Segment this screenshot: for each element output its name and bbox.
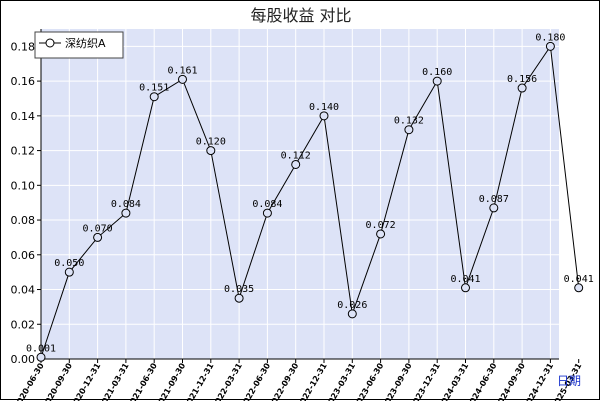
x-tick-label: 2020-12-31 [69, 361, 103, 401]
data-point-marker [36, 352, 46, 362]
data-label: 0.001 [26, 343, 56, 354]
y-tick-label: 0.08 [11, 214, 36, 227]
data-point-marker [574, 283, 584, 293]
chart-title: 每股收益 对比 [250, 6, 351, 25]
x-tick-label: 2022-06-30 [239, 361, 273, 401]
y-tick-label: 0.06 [11, 249, 36, 262]
x-tick-label: 2023-09-30 [380, 361, 414, 401]
data-point-marker [206, 146, 216, 156]
data-point-marker [376, 229, 386, 239]
x-tick-label: 2021-03-31 [97, 361, 131, 401]
x-tick-label: 2021-12-31 [182, 361, 216, 401]
data-label: 0.087 [479, 194, 509, 205]
x-tick-label: 2020-09-30 [41, 361, 75, 401]
x-tick-label: 2021-09-30 [154, 361, 188, 401]
data-point-marker [545, 41, 555, 51]
data-label: 0.160 [422, 67, 452, 78]
y-tick-label: 0.04 [11, 284, 36, 297]
data-label: 0.084 [252, 199, 282, 210]
data-label: 0.026 [337, 300, 367, 311]
data-point-marker [432, 76, 442, 86]
data-point-marker [234, 293, 244, 303]
data-label: 0.156 [507, 74, 537, 85]
x-axis-ticks: 2020-06-302020-09-302020-12-312021-03-31… [12, 359, 584, 401]
legend: 深纺织A [34, 31, 124, 59]
data-label: 0.140 [309, 102, 339, 113]
data-label: 0.035 [224, 284, 254, 295]
data-point-marker [178, 74, 187, 84]
series-line [40, 44, 580, 358]
x-tick-label: 2022-09-30 [267, 361, 301, 401]
data-labels: 0.001 0.050 0.070 0.084 0.151 0.161 0.120 0.035… [26, 32, 594, 354]
x-tick-label: 2024-12-31 [522, 361, 556, 401]
data-point-marker [64, 267, 74, 277]
x-tick-label: 2022-03-31 [210, 361, 244, 401]
x-tick-label: 2022-12-31 [295, 361, 329, 401]
legend-marker [45, 38, 55, 48]
data-label: 0.161 [167, 65, 197, 76]
data-label: 0.041 [564, 274, 594, 285]
data-point-marker [347, 309, 357, 319]
plot-area [41, 29, 559, 359]
data-point-marker [461, 283, 470, 293]
axes [40, 29, 559, 360]
data-point-marker [262, 208, 272, 218]
x-tick-label: 2024-06-30 [465, 361, 499, 401]
data-point-marker [149, 92, 159, 102]
y-tick-label: 0.12 [11, 145, 36, 158]
y-tick-label: 0.16 [11, 75, 36, 88]
period-label: 日期 [557, 374, 581, 388]
data-label: 0.151 [139, 83, 169, 94]
data-label: 0.041 [450, 274, 480, 285]
data-label: 0.132 [394, 116, 424, 127]
data-point-marker [489, 203, 499, 213]
data-label: 0.180 [535, 32, 565, 43]
x-tick-label: 2024-03-31 [437, 361, 471, 401]
data-label: 0.084 [111, 199, 141, 210]
legend-label: 深纺织A [65, 36, 106, 50]
data-point-marker [93, 232, 103, 242]
data-label: 0.072 [366, 220, 396, 231]
data-point-marker [517, 83, 527, 93]
y-tick-label: 0.18 [11, 40, 36, 53]
x-tick-label: 2023-12-31 [409, 361, 443, 401]
y-axis-ticks: 0.00 0.02 0.04 0.06 0.08 0.10 0.12 0.14 0.16 0.18 [11, 40, 41, 366]
data-label: 0.112 [281, 150, 311, 161]
data-point-marker [319, 111, 329, 121]
x-tick-label: 2023-06-30 [352, 361, 386, 401]
series-line-group [36, 41, 584, 362]
y-tick-label: 0.14 [11, 110, 36, 123]
x-tick-label: 2024-09-30 [493, 361, 527, 401]
y-tick-label: 0.00 [11, 353, 36, 366]
x-tick-label: 2020-06-30 [12, 361, 46, 401]
data-point-marker [121, 208, 131, 218]
data-label: 0.070 [83, 223, 113, 234]
y-tick-label: 0.02 [11, 318, 36, 331]
data-label: 0.120 [196, 137, 226, 148]
x-tick-label: 2023-03-31 [324, 361, 358, 401]
y-tick-label: 0.10 [11, 179, 36, 192]
data-point-marker [404, 125, 414, 135]
data-point-marker [291, 159, 301, 169]
data-label: 0.050 [54, 258, 84, 269]
x-tick-label: 2021-06-30 [126, 361, 160, 401]
